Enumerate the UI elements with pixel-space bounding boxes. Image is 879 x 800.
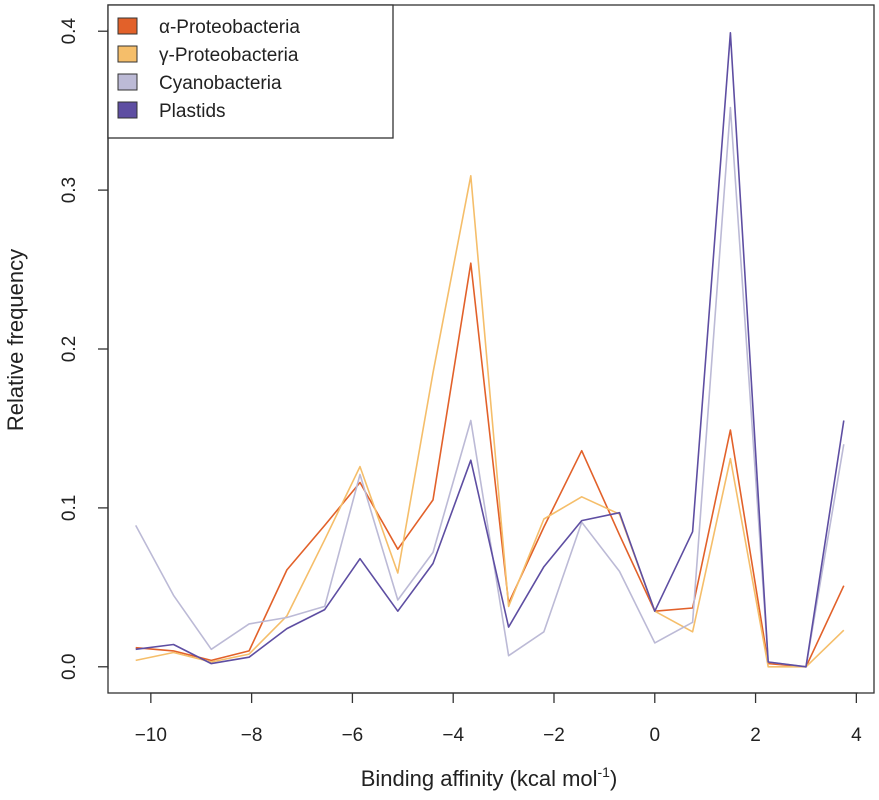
series-line-0 [135,262,845,668]
legend-label: Cyanobacteria [159,73,282,94]
legend-label: γ-Proteobacteria [159,45,299,66]
y-tick-label: 0.1 [59,495,80,521]
x-tick-label: −10 [135,725,167,746]
legend: α-Proteobacteria γ-Proteobacteria Cyanobac… [107,4,394,139]
x-axis: −10 −8 −6 −4 −2 0 2 4 [135,692,862,746]
x-axis-title-main: Binding affinity (kcal mol [361,766,598,791]
x-tick-label: 2 [750,725,761,746]
x-tick-label: 4 [851,725,862,746]
legend-swatch [117,17,138,35]
series-layer [134,31,845,668]
x-tick-label: −8 [241,725,263,746]
legend-label: α-Proteobacteria [159,17,300,38]
x-axis-title-superscript: -1 [598,764,611,780]
y-tick-label: 0.2 [59,336,80,362]
legend-swatch [117,101,138,119]
y-axis: 0.0 0.1 0.2 0.3 0.4 [59,18,109,680]
x-tick-label: 0 [649,725,660,746]
x-axis-title-close: ) [610,766,617,791]
legend-box [107,4,394,139]
series-line-3 [135,31,845,668]
x-tick-label: −6 [342,725,364,746]
y-tick-label: 0.3 [59,177,80,203]
x-tick-label: −2 [543,725,565,746]
legend-swatch [117,73,138,91]
series-line-2 [134,106,845,668]
legend-swatch [117,45,138,63]
y-tick-label: 0.4 [59,18,80,45]
series-line-1 [135,175,845,668]
x-tick-label: −4 [442,725,464,746]
y-axis-title: Relative frequency [3,249,28,431]
y-tick-label: 0.0 [59,654,80,680]
legend-label: Plastids [159,101,226,122]
x-axis-title: Binding affinity (kcal mol-1) [361,764,618,791]
